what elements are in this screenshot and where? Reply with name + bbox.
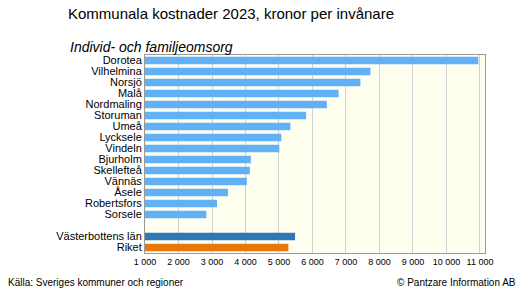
svg-text:Kommunala kostnader 2023, kron: Kommunala kostnader 2023, kronor per inv… — [68, 5, 394, 22]
svg-text:11 000: 11 000 — [467, 257, 494, 267]
svg-text:Vindeln: Vindeln — [105, 142, 142, 154]
svg-text:3 000: 3 000 — [201, 257, 224, 267]
svg-text:10 000: 10 000 — [433, 257, 461, 267]
svg-text:Malå: Malå — [118, 87, 143, 99]
svg-text:Åsele: Åsele — [114, 186, 142, 198]
svg-text:Individ- och familjeomsorg: Individ- och familjeomsorg — [70, 39, 233, 55]
svg-text:Bjurholm: Bjurholm — [98, 153, 141, 165]
svg-text:8 000: 8 000 — [368, 257, 391, 267]
svg-text:Vännäs: Vännäs — [104, 175, 142, 187]
svg-text:2 000: 2 000 — [167, 257, 190, 267]
svg-text:5 000: 5 000 — [268, 257, 291, 267]
svg-text:Lycksele: Lycksele — [99, 131, 141, 143]
svg-text:Dorotea: Dorotea — [103, 54, 143, 66]
svg-text:1 000: 1 000 — [134, 257, 157, 267]
svg-text:Riket: Riket — [117, 241, 142, 253]
svg-text:Nordmaling: Nordmaling — [86, 98, 142, 110]
svg-text:6 000: 6 000 — [301, 257, 324, 267]
svg-text:Västerbottens län: Västerbottens län — [56, 230, 142, 242]
svg-text:Skellefteå: Skellefteå — [93, 164, 142, 176]
svg-text:4 000: 4 000 — [234, 257, 257, 267]
svg-text:© Pantzare Information AB: © Pantzare Information AB — [397, 277, 516, 288]
svg-text:7 000: 7 000 — [335, 257, 358, 267]
svg-text:Vilhelmina: Vilhelmina — [91, 65, 142, 77]
svg-text:Norsjö: Norsjö — [110, 76, 142, 88]
svg-text:Källa: Sveriges kommuner och r: Källa: Sveriges kommuner och regioner — [8, 277, 184, 288]
svg-text:Robertsfors: Robertsfors — [85, 197, 142, 209]
svg-text:9 000: 9 000 — [402, 257, 425, 267]
svg-text:Storuman: Storuman — [94, 109, 142, 121]
svg-text:Umeå: Umeå — [112, 120, 142, 132]
svg-text:Sorsele: Sorsele — [105, 208, 142, 220]
